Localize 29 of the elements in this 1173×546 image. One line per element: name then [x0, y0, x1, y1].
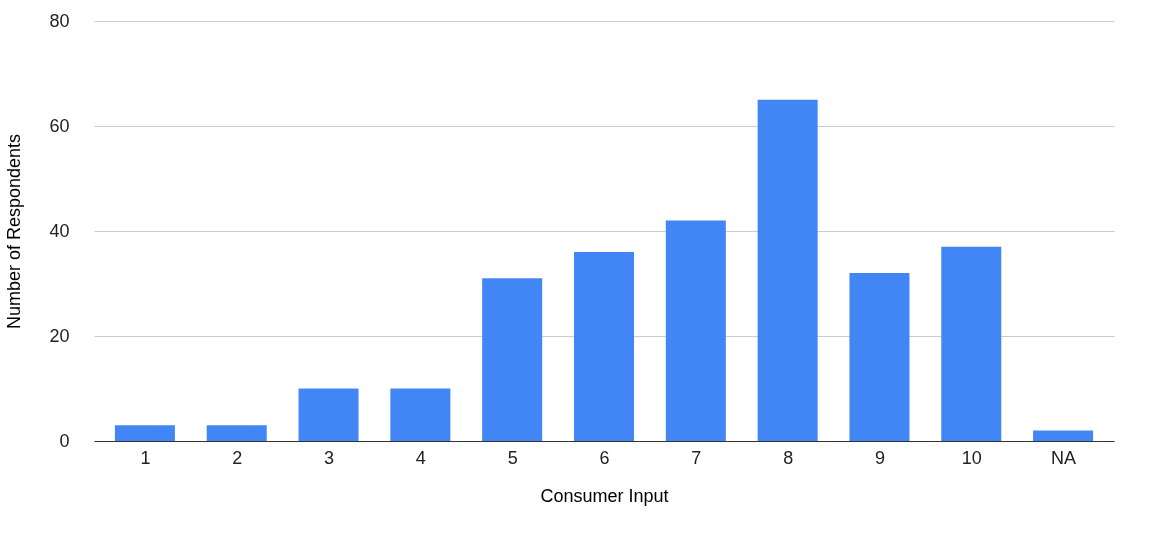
- bar: [482, 278, 543, 441]
- x-tick-label: 8: [783, 447, 794, 468]
- bar: [574, 252, 634, 441]
- bar: [390, 388, 451, 441]
- y-tick-label: 0: [59, 430, 70, 451]
- y-axis-title: Number of Respondents: [4, 133, 25, 330]
- y-tick-label: 40: [49, 220, 70, 241]
- x-tick-label: 9: [874, 447, 885, 468]
- y-tick-label: 20: [49, 325, 70, 346]
- bar: [206, 425, 267, 441]
- bar: [849, 273, 910, 441]
- x-tick-label: 1: [140, 447, 151, 468]
- x-tick-label: 6: [599, 447, 610, 468]
- bar: [665, 220, 726, 441]
- x-tick-label: 2: [232, 447, 243, 468]
- x-axis-title: Consumer Input: [540, 485, 669, 506]
- x-tick-label: 7: [691, 447, 702, 468]
- bar: [298, 388, 359, 441]
- x-tick-label: 3: [324, 447, 335, 468]
- bar: [757, 99, 818, 441]
- x-tick-label: NA: [1051, 447, 1077, 468]
- x-tick-label: 4: [415, 447, 426, 468]
- y-tick-label: 60: [49, 115, 70, 136]
- x-tick-label: 10: [961, 447, 982, 468]
- y-tick-label: 80: [49, 10, 70, 31]
- bar: [941, 246, 1002, 441]
- bar: [1033, 430, 1094, 441]
- bar: [114, 425, 175, 441]
- x-tick-label: 5: [507, 447, 518, 468]
